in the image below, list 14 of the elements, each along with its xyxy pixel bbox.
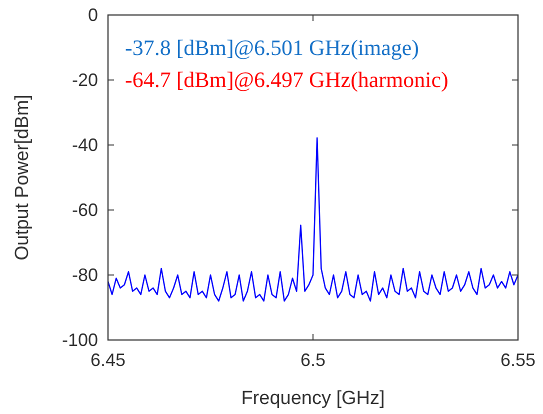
x-tick-label: 6.55 [500,350,536,370]
x-tick-label: 6.5 [300,350,326,370]
x-tick-label: 6.45 [90,350,126,370]
y-tick-label: -100 [62,330,98,350]
y-tick-label: -20 [72,70,98,90]
y-tick-label: -60 [72,200,98,220]
y-axis-title: Output Power[dBm] [12,94,33,260]
y-tick-label: -40 [72,135,98,155]
y-tick-label: 0 [88,5,98,25]
annotation: -64.7 [dBm]@6.497 GHz(harmonic) [125,67,448,92]
x-axis-title: Frequency [GHz] [241,388,385,409]
annotation: -37.8 [dBm]@6.501 GHz(image) [125,35,419,60]
line-series [108,137,518,302]
y-tick-label: -80 [72,265,98,285]
